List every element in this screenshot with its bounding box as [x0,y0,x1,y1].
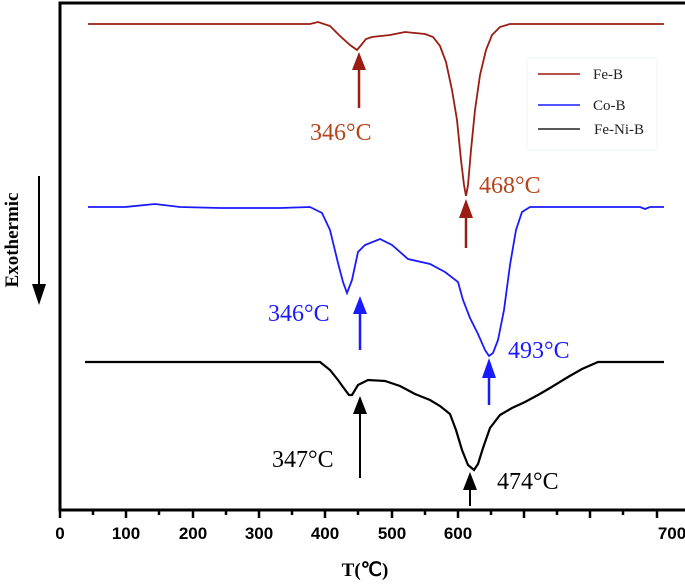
x-tick-100: 100 [112,524,140,543]
x-axis-label: T(℃) [342,560,389,581]
fe-ni-b-peak1-label: 347°C [272,447,334,473]
co-b-peak1-arrow-icon [353,296,367,350]
fe-ni-b-peak2-arrow-icon [463,472,477,506]
legend-label-fe-b: Fe-B [593,67,623,83]
fe-ni-b-peak2-label: 474°C [497,469,559,495]
x-tick-0: 0 [55,524,64,543]
fe-b-peak2-label: 468°C [479,173,541,199]
co-b-peak2-arrow-icon [482,358,496,405]
legend-label-co-b: Co-B [593,98,626,114]
fe-b-peak1-label: 346°C [310,120,372,146]
series-fe-ni-b-line [85,360,664,472]
fe-b-peak1-arrow-icon [352,52,366,108]
x-tick-400: 400 [311,524,339,543]
exothermic-down-arrow-icon [32,176,46,305]
x-tick-700: 700 [658,524,685,543]
series-fe-b-line [88,21,664,197]
co-b-peak1-label: 346°C [268,301,330,327]
co-b-peak2-label: 493°C [508,338,570,364]
x-tick-500: 500 [378,524,406,543]
series-co-b-line [88,203,664,358]
legend: Fe-B Co-B Fe-Ni-B [526,57,658,151]
y-axis-label: Exothermic [2,193,23,288]
x-tick-labels: 0 100 200 300 400 500 600 700 [55,524,685,543]
legend-item-fe-b: Fe-B [538,67,623,83]
legend-label-fe-ni-b: Fe-Ni-B [594,122,644,138]
x-tick-200: 200 [179,524,207,543]
x-axis-ticks [58,510,659,518]
x-tick-300: 300 [245,524,273,543]
fe-b-peak2-arrow-icon [459,199,473,248]
legend-item-co-b: Co-B [538,98,626,114]
x-tick-600: 600 [444,524,472,543]
plot-frame [58,1,685,512]
fe-ni-b-peak1-arrow-icon [353,396,367,478]
legend-item-fe-ni-b: Fe-Ni-B [538,122,644,138]
